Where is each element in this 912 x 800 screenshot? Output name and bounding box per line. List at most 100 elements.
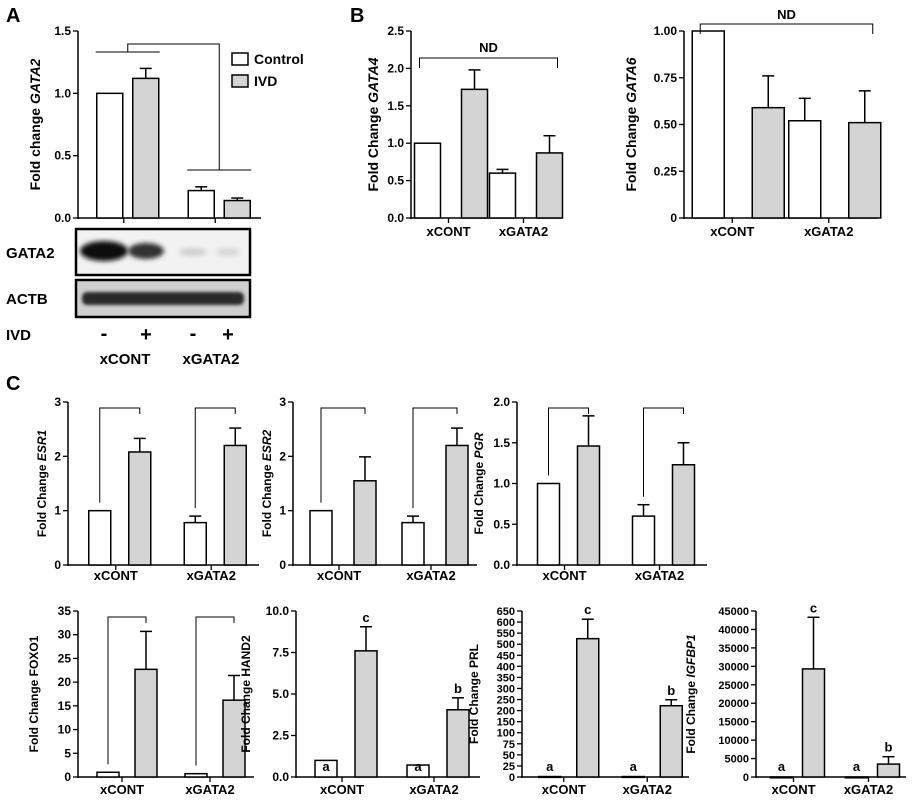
bar-ivd [446,709,470,778]
y-tick-label: 0 [279,558,286,572]
y-axis-label-gene: GATA4 [365,57,381,103]
chart-gata6: 0 0.25 0.50 0.75 1.00 Fold Change GATA6 xCONT x… [623,7,882,239]
y-tick-label: 3 [279,395,286,409]
y-tick-label: 5000 [725,754,749,766]
y-tick-label: 25000 [718,680,749,692]
y-tick-label: 0 [64,770,71,784]
y-axis-label: Fold Change GATA6 [623,57,639,191]
x-tick-label: xGATA2 [804,224,853,239]
y-tick-label: 0.5 [387,174,404,188]
y-tick-label: 2.0 [387,61,404,75]
significance-label: a [853,759,861,774]
blot-ivd-sign-2: + [140,324,152,346]
y-tick-label: 2 [279,449,286,463]
bar-ivd [128,451,152,566]
bar-ivd [535,152,564,219]
y-tick-label: 2 [54,449,61,463]
comparison-bracket [320,407,366,503]
x-tick-label: xGATA2 [844,782,893,797]
blot-label-gata2: GATA2 [6,245,55,262]
blot-group-xcont: xCONT [100,351,151,368]
x-tick-label: xCONT [542,782,586,797]
western-blot: GATA2 ACTB IVD - + - + xCONT xGATA2 [6,227,252,368]
significance-label: a [630,759,638,774]
panel-label-a: A [6,5,20,27]
y-tick-label: 0.75 [654,71,678,85]
chart-pgr: 0.0 0.5 1.0 1.5 2.0 Fold Change PGR xCONT xGATA… [472,395,707,583]
charts: 0.0 0.5 1.0 1.5 Fold change GATA2 0.0 0.5 1.0 1.… [27,7,906,797]
y-tick-label: 5.0 [272,687,289,701]
panel-label-b: B [350,5,364,27]
x-tick-label: xCONT [320,782,364,797]
bar-ivd [576,637,600,778]
legend-label-ivd: IVD [254,73,277,89]
y-tick-label: 1.5 [54,24,71,38]
y-tick-label: 20 [58,675,72,689]
y-tick-label: 15000 [718,717,749,729]
bar-ivd [659,704,683,778]
bar-ivd [223,444,247,566]
y-axis-label: Fold Change IGFBP1 [684,634,698,754]
blot-actb-band [82,292,244,305]
blot-gata2-band-3 [179,248,207,256]
y-axis-label-gene: PGR [472,432,486,458]
comparison-bracket [643,407,684,497]
comparison-bracket [548,407,589,476]
x-tick-label: xGATA2 [406,568,455,583]
y-tick-label: 7.5 [272,646,289,660]
bar-control [187,189,215,219]
significance-label: a [414,759,422,774]
x-tick-label: xCONT [317,568,361,583]
y-tick-label: 0 [54,558,61,572]
y-axis-label-text: Fold change [27,104,43,190]
bar-control [401,521,425,566]
y-tick-label: 2.5 [387,24,404,38]
y-axis-label-text: Fold Change [623,103,639,192]
y-tick-label: 0 [670,211,677,225]
y-axis-label-text: Fold Change [365,103,381,192]
chart-foxo1: 0 5 10 15 20 25 30 35 Fold Change FOXO1 xCONT xGAT… [27,604,254,797]
bar-ivd [576,445,601,566]
y-tick-label: 0.5 [493,517,510,531]
nd-bracket [419,57,558,68]
comparison-bracket [195,616,235,766]
bar-control [88,509,112,566]
bar-control [184,772,208,778]
y-axis-label: Fold Change ESR1 [35,430,49,538]
blot-ivd-sign-4: + [222,324,234,346]
x-tick-label: xGATA2 [185,782,234,797]
y-tick-label: 0 [743,772,749,784]
bar-control [621,775,645,779]
y-axis-label-gene: IGFBP1 [684,634,698,678]
y-tick-label: 1.0 [493,477,510,491]
significance-label: c [810,600,817,615]
bar-ivd [445,444,469,566]
bar-ivd [751,106,785,219]
comparison-bracket [194,407,236,509]
y-axis-label-text: Fold Change [35,461,49,537]
y-tick-label: 1.5 [387,99,404,113]
y-tick-label: 45000 [718,606,749,618]
bar-ivd [354,650,378,778]
bar-ivd [801,668,826,778]
y-tick-label: 30000 [718,661,749,673]
blot-gata2-band-2 [128,243,164,259]
bar-ivd [848,121,882,219]
y-tick-label: 350 [497,672,515,684]
legend: Control IVD [231,51,304,89]
bar-control [314,759,338,778]
chart-esr2: 0 1 2 3 Fold Change ESR2 xCONT xGATA2 [260,395,477,583]
y-axis-label: Fold Change ESR2 [260,430,274,538]
blot-ivd-sign-3: - [190,323,197,345]
y-tick-label: 650 [497,606,515,618]
bar-control [309,509,333,566]
y-axis-label-gene: ESR1 [35,430,49,462]
y-tick-label: 550 [497,628,515,640]
y-axis-label: Fold Change GATA4 [365,57,381,191]
y-axis-label: Fold Change PGR [472,432,486,534]
chart-gata4: 0.0 0.5 1.0 1.5 2.0 2.5 Fold Change GATA4 xCONT… [365,24,564,239]
chart-igfbp1: 0 5000 10000 15000 20000 25000 30000 35000 40000… [684,600,906,797]
y-axis-label-text: Fold Change [260,461,274,537]
comparison-bracket [107,616,147,765]
